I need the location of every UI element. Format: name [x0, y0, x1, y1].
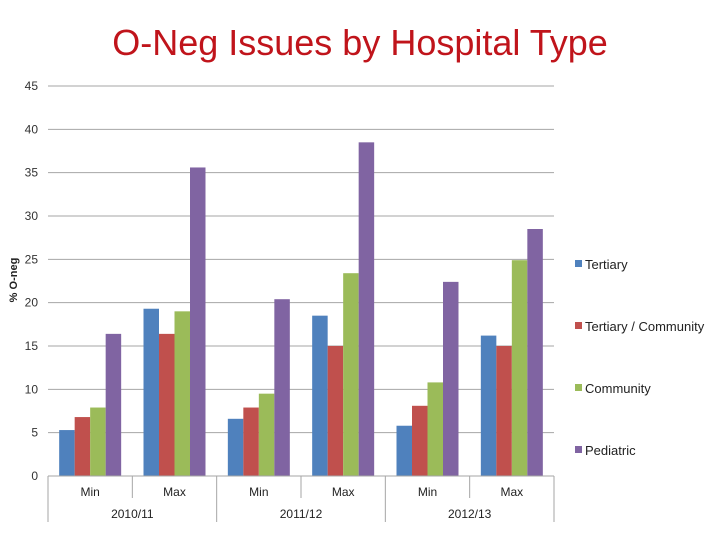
bars	[59, 142, 543, 477]
y-axis: 0 5 10 15 20 25 30 35 40 45	[25, 79, 39, 483]
legend-label: Community	[585, 381, 651, 396]
bar	[480, 335, 497, 476]
bar	[412, 405, 428, 476]
y-tick-label: 0	[31, 469, 38, 483]
x-axis: Min Max Min Max Min Max 2010/11 2011/12 2012/13	[47, 475, 555, 522]
gridlines	[48, 85, 554, 434]
y-tick-label: 20	[25, 296, 39, 310]
bar	[159, 333, 175, 476]
bar	[274, 299, 290, 476]
bar	[358, 142, 375, 477]
x-category-label: Min	[418, 485, 437, 499]
bar	[443, 281, 459, 476]
x-category-label: Min	[80, 485, 99, 499]
bar	[59, 430, 75, 476]
y-tick-label: 30	[25, 209, 39, 223]
bar	[143, 308, 159, 476]
bar	[90, 407, 106, 476]
bar	[227, 418, 244, 476]
y-tick-label: 15	[25, 339, 39, 353]
x-category-label: Max	[163, 485, 186, 499]
bar	[190, 167, 206, 476]
bar	[243, 407, 259, 476]
y-tick-label: 45	[25, 79, 39, 93]
legend-swatch	[575, 384, 582, 391]
bar	[427, 382, 443, 476]
bar	[343, 273, 359, 476]
legend-label: Pediatric	[585, 443, 636, 458]
y-tick-label: 35	[25, 166, 39, 180]
legend-label: Tertiary / Community	[585, 319, 705, 334]
x-group-label: 2010/11	[111, 507, 154, 521]
chart-title: O-Neg Issues by Hospital Type	[112, 22, 608, 63]
x-category-label: Min	[249, 485, 268, 499]
legend-swatch	[575, 322, 582, 329]
x-group-label: 2012/13	[448, 507, 492, 521]
bar	[527, 229, 543, 476]
legend-swatch	[575, 446, 582, 453]
legend-label: Tertiary	[585, 257, 628, 272]
bar	[327, 346, 344, 476]
legend-swatch	[575, 260, 582, 267]
x-group-label: 2011/12	[280, 507, 323, 521]
y-tick-label: 10	[25, 382, 39, 396]
bar	[174, 311, 190, 476]
x-category-label: Max	[332, 485, 355, 499]
y-axis-label: % O-neg	[8, 258, 20, 303]
y-tick-label: 25	[25, 252, 39, 266]
y-tick-label: 40	[25, 122, 39, 136]
bar	[496, 346, 512, 476]
x-category-label: Max	[500, 485, 523, 499]
bar	[74, 417, 91, 476]
bar	[511, 260, 528, 476]
bar	[312, 315, 328, 476]
bar	[105, 333, 122, 476]
bar	[396, 425, 412, 476]
y-tick-label: 5	[31, 426, 38, 440]
bar	[258, 393, 275, 476]
legend: Tertiary Tertiary / Community Community Ped…	[575, 257, 705, 458]
